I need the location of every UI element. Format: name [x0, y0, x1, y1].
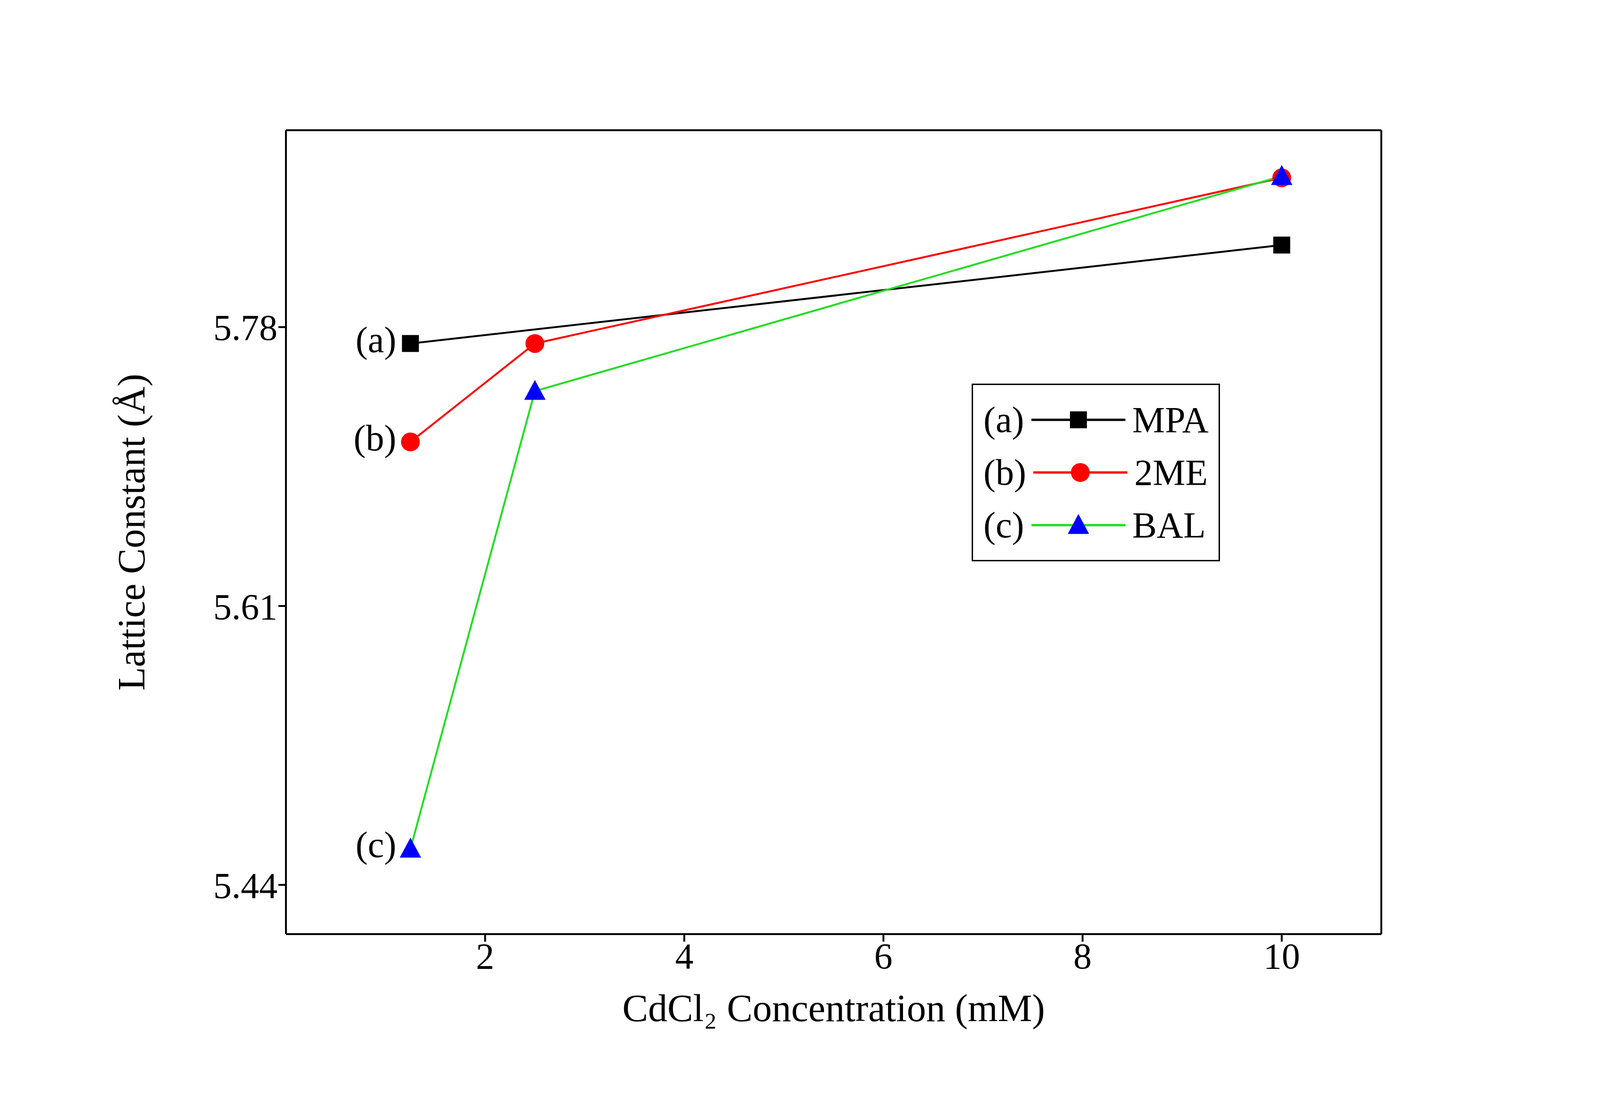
svg-text:6: 6 [874, 935, 893, 977]
html-text:(b): (b) [983, 451, 1027, 493]
svg-text:5.61: 5.61 [213, 586, 278, 628]
html-text:(c): (c) [983, 504, 1025, 546]
html-text:MPA: MPA [1132, 399, 1209, 441]
svg-text:(c): (c) [355, 824, 397, 866]
svg-text:5.78: 5.78 [213, 307, 278, 349]
html-text:BAL: BAL [1132, 504, 1206, 546]
svg-text:4: 4 [674, 935, 694, 977]
html-text:2ME: 2ME [1134, 451, 1208, 493]
svg-text:10: 10 [1263, 935, 1300, 977]
svg-text:8: 8 [1073, 935, 1092, 977]
svg-text:CdCl₂ Concentration (mM): CdCl₂ Concentration (mM) [622, 987, 1046, 1030]
svg-text:Lattice Constant (Å): Lattice Constant (Å) [110, 373, 153, 691]
html-text:(a): (a) [983, 399, 1025, 441]
svg-text:5.44: 5.44 [213, 865, 278, 907]
svg-text:2: 2 [475, 935, 495, 977]
svg-text:(b): (b) [353, 417, 397, 459]
svg-text:(a): (a) [355, 319, 397, 361]
